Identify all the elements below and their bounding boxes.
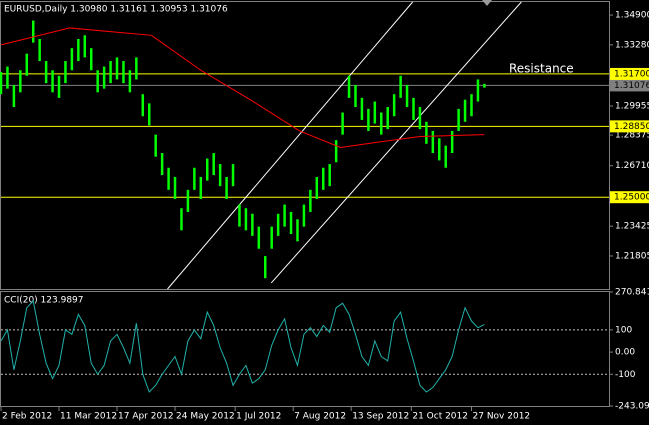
channel-line (270, 1, 522, 284)
y-tick-label: 100 (615, 325, 632, 335)
level-label: 1.25000 (614, 193, 649, 203)
level-label: 1.28850 (614, 122, 649, 132)
x-tick-label: 11 Mar 2012 (60, 412, 117, 422)
level-label-box (610, 191, 649, 204)
x-tick-label: 24 May 2012 (176, 412, 235, 422)
annotation: Resistance (509, 62, 574, 76)
x-tick-label: 21 Oct 2012 (412, 412, 468, 422)
y-tick-label: 1.28375 (615, 131, 649, 141)
main-panel-frame (0, 1, 610, 290)
chart-title: EURUSD,Daily 1.30980 1.31161 1.30953 1.3… (4, 5, 228, 15)
y-tick-label: 1.34900 (615, 11, 649, 21)
y-tick-label: 1.33280 (615, 40, 649, 50)
y-tick-label: -100 (615, 370, 636, 380)
level-label-box (610, 67, 649, 80)
level-label-box (610, 120, 649, 133)
x-tick-label: 13 Sep 2012 (352, 412, 409, 422)
moving-average (0, 27, 485, 149)
price-label-box (610, 79, 649, 92)
price-label: 1.31076 (614, 81, 649, 91)
cci-line (0, 300, 485, 393)
y-tick-label: 1.23425 (615, 222, 649, 232)
x-tick-label: 27 Nov 2012 (473, 412, 531, 422)
shift-marker (482, 0, 492, 6)
y-tick-label: 270.8412 (615, 288, 649, 298)
level-label: 1.31700 (614, 69, 649, 79)
y-tick-label: 1.29955 (615, 102, 649, 112)
y-tick-label: -243.09 (615, 402, 649, 412)
x-tick-label: 2 Feb 2012 (2, 412, 52, 422)
cci-title: CCI(20) 123.9897 (4, 296, 84, 306)
x-tick-label: 7 Aug 2012 (294, 412, 346, 422)
y-tick-label: 1.21805 (615, 251, 649, 261)
x-tick-label: 1 Jul 2012 (236, 412, 281, 422)
y-tick-label: 1.26710 (615, 161, 649, 171)
cci-panel-frame (0, 291, 610, 407)
channel-line (167, 1, 414, 290)
y-tick-label: 0.00 (615, 348, 635, 358)
x-tick-label: 17 Apr 2012 (118, 412, 174, 422)
